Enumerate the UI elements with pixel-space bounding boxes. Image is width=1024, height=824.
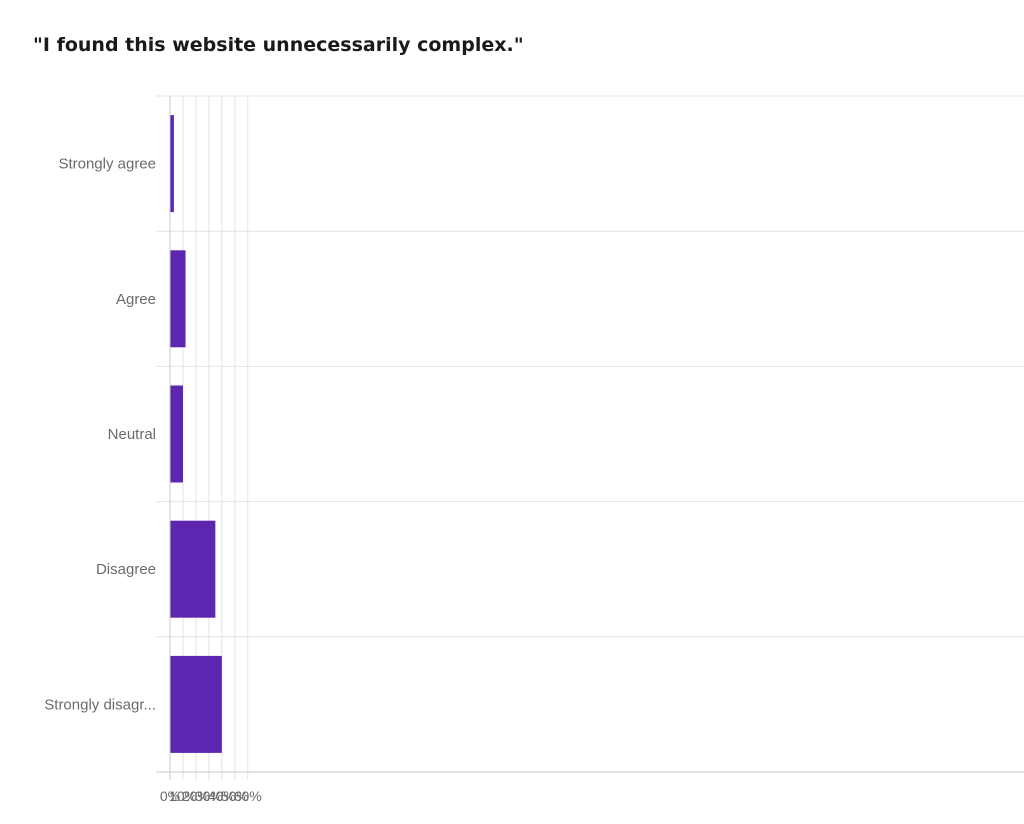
axes [156, 96, 1024, 780]
bar [170, 250, 186, 348]
category-label: Strongly disagr... [44, 696, 156, 713]
bar [170, 520, 216, 618]
category-label: Strongly agree [58, 156, 156, 173]
x-tick-label: 0% [160, 788, 180, 804]
x-tick-label: 60% [234, 788, 262, 804]
category-separators [156, 95, 1024, 638]
x-tick-label: 50% [221, 788, 249, 804]
x-tick-label: 20% [182, 788, 210, 804]
x-tick-label: 10% [169, 788, 197, 804]
x-tick-label: 40% [208, 788, 236, 804]
category-label: Disagree [96, 561, 156, 578]
chart-title: "I found this website unnecessarily comp… [33, 34, 524, 56]
category-label: Neutral [108, 426, 156, 443]
x-tick-labels: 0%10%20%30%40%50%60% [160, 788, 262, 804]
bar [170, 115, 174, 213]
category-label: Agree [116, 291, 156, 308]
bar [170, 655, 222, 753]
x-tick-label: 30% [195, 788, 223, 804]
bar [170, 385, 183, 483]
category-labels: Strongly agree Agree Neutral Disagree Strong… [44, 156, 156, 714]
bars [170, 115, 222, 753]
